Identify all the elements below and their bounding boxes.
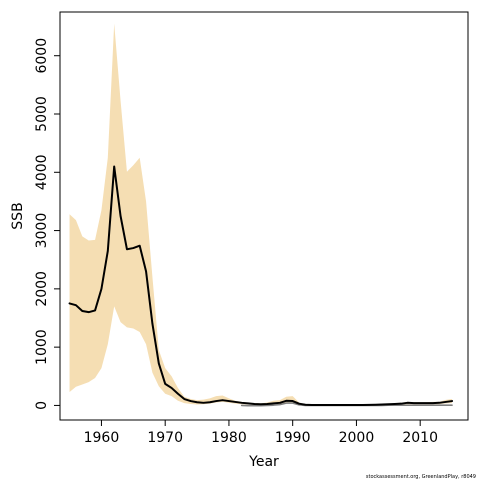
x-tick-label: 1960 [84,430,120,446]
x-tick-label: 1980 [211,430,247,446]
y-tick-label: 6000 [34,38,50,74]
y-axis: 0 1000 2000 3000 4000 5000 6000 [34,38,60,410]
y-tick-label: 4000 [34,154,50,190]
x-tick-label: 2000 [339,430,375,446]
y-tick-label: 0 [34,401,50,410]
y-tick-label: 3000 [34,213,50,249]
plot-area [68,23,454,407]
x-tick-label: 1990 [275,430,311,446]
confidence-band [69,23,453,406]
x-axis: 1960 1970 1980 1990 2000 2010 [84,420,438,446]
x-tick-label: 2010 [402,430,438,446]
y-tick-label: 1000 [34,329,50,365]
credit-text: stockassessment.org, GreenlandPlay, r804… [366,474,476,480]
plot-frame [59,11,469,421]
y-tick-label: 2000 [34,271,50,307]
y-axis-label: SSB [10,202,26,229]
y-tick-label: 5000 [34,96,50,132]
x-tick-label: 1970 [147,430,183,446]
ssb-estimate-line [68,165,454,406]
x-axis-label: Year [248,454,279,470]
